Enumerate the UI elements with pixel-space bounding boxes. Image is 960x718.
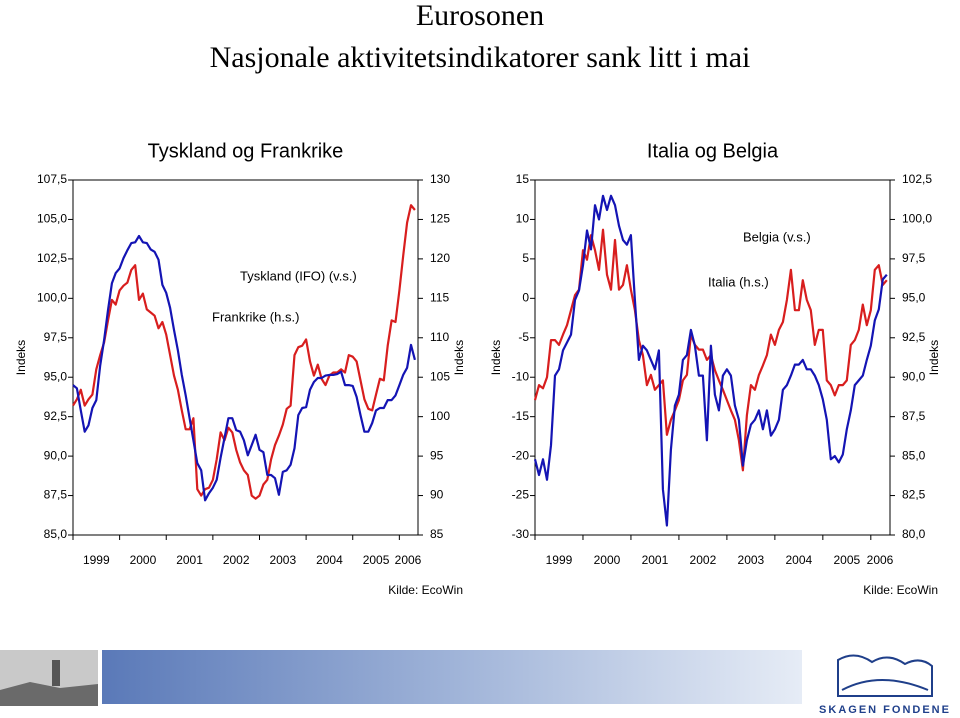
- x-tick-label: 2005: [363, 553, 390, 567]
- page-title: Eurosonen: [416, 0, 544, 32]
- series-label: Italia (h.s.): [708, 274, 769, 289]
- y2-axis-label: Indeks: [452, 340, 466, 375]
- series-line: [72, 234, 416, 502]
- y-tick-label: 102,5: [37, 251, 67, 265]
- x-tick-label: 2003: [269, 553, 296, 567]
- series-label: Tyskland (IFO) (v.s.): [240, 268, 357, 283]
- chart-title: Italia og Belgia: [647, 140, 779, 162]
- plot-frame: [72, 179, 419, 536]
- y-tick-label: 92,5: [44, 409, 68, 423]
- y-tick-label: -25: [512, 488, 530, 502]
- source-note: Kilde: EcoWin: [863, 583, 938, 597]
- footer-logo: SKAGEN FONDENE: [819, 704, 951, 716]
- x-tick-label: 2002: [690, 553, 717, 567]
- y-tick-label: 0: [522, 291, 529, 305]
- y-tick-label: -30: [512, 527, 530, 541]
- x-tick-label: 2003: [738, 553, 765, 567]
- y2-tick-label: 87,5: [902, 409, 926, 423]
- y-tick-label: 15: [516, 172, 530, 186]
- y2-tick-label: 85,0: [902, 448, 926, 462]
- x-tick-label: 2004: [785, 553, 812, 567]
- x-tick-label: 2005: [833, 553, 860, 567]
- y2-tick-label: 100: [430, 409, 450, 423]
- series-line: [533, 194, 888, 527]
- logo-wave: [841, 679, 929, 691]
- y2-tick-label: 82,5: [902, 488, 926, 502]
- y-tick-label: 5: [522, 251, 529, 265]
- y2-tick-label: 102,5: [902, 172, 932, 186]
- y2-tick-label: 90: [430, 488, 444, 502]
- y-tick-label: -5: [518, 330, 529, 344]
- y-tick-label: 107,5: [37, 172, 67, 186]
- x-tick-label: 2000: [594, 553, 621, 567]
- y-tick-label: -20: [512, 448, 530, 462]
- y-tick-label: 90,0: [44, 448, 68, 462]
- x-tick-label: 2006: [395, 553, 422, 567]
- footer: SKAGEN FONDENE: [0, 650, 951, 716]
- footer-rocks: [0, 682, 98, 706]
- logo-mark: [837, 654, 933, 697]
- y-tick-label: 95,0: [44, 369, 68, 383]
- y2-tick-label: 97,5: [902, 251, 926, 265]
- y2-tick-label: 100,0: [902, 212, 932, 226]
- y2-tick-label: 120: [430, 251, 450, 265]
- y-tick-label: 10: [516, 212, 530, 226]
- footer-band: [102, 650, 802, 704]
- x-tick-label: 1999: [546, 553, 573, 567]
- x-tick-label: 2001: [642, 553, 669, 567]
- y-tick-label: -10: [512, 369, 530, 383]
- y-tick-label: -15: [512, 409, 530, 423]
- series-label: Belgia (v.s.): [743, 229, 811, 244]
- source-note: Kilde: EcoWin: [388, 583, 463, 597]
- y-tick-label: 97,5: [44, 330, 68, 344]
- y-tick-label: 105,0: [37, 212, 67, 226]
- y2-tick-label: 92,5: [902, 330, 926, 344]
- y-tick-label: 85,0: [44, 527, 68, 541]
- x-tick-label: 2004: [316, 553, 343, 567]
- x-tick-label: 2001: [176, 553, 203, 567]
- y2-tick-label: 95: [430, 448, 444, 462]
- y-tick-label: 100,0: [37, 291, 67, 305]
- x-tick-label: 2002: [223, 553, 250, 567]
- y2-tick-label: 80,0: [902, 527, 926, 541]
- y2-tick-label: 90,0: [902, 369, 926, 383]
- y2-tick-label: 125: [430, 212, 450, 226]
- x-tick-label: 2006: [867, 553, 894, 567]
- plot-frame: [534, 179, 891, 536]
- x-tick-label: 1999: [83, 553, 110, 567]
- y2-axis-label: Indeks: [927, 340, 941, 375]
- y-axis-label: Indeks: [14, 340, 28, 375]
- chart-title: Tyskland og Frankrike: [148, 140, 344, 162]
- lighthouse: [52, 660, 60, 686]
- series-label: Frankrike (h.s.): [212, 309, 299, 324]
- y2-tick-label: 110: [430, 330, 449, 344]
- y2-tick-label: 105: [430, 369, 450, 383]
- y-axis-label: Indeks: [489, 340, 503, 375]
- y2-tick-label: 130: [430, 172, 450, 186]
- x-tick-label: 2000: [130, 553, 157, 567]
- page-subtitle: Nasjonale aktivitetsindikatorer sank lit…: [210, 41, 751, 74]
- series-line: [72, 204, 416, 500]
- y2-tick-label: 95,0: [902, 291, 926, 305]
- y2-tick-label: 115: [430, 291, 449, 305]
- y-tick-label: 87,5: [44, 488, 68, 502]
- y2-tick-label: 85: [430, 527, 444, 541]
